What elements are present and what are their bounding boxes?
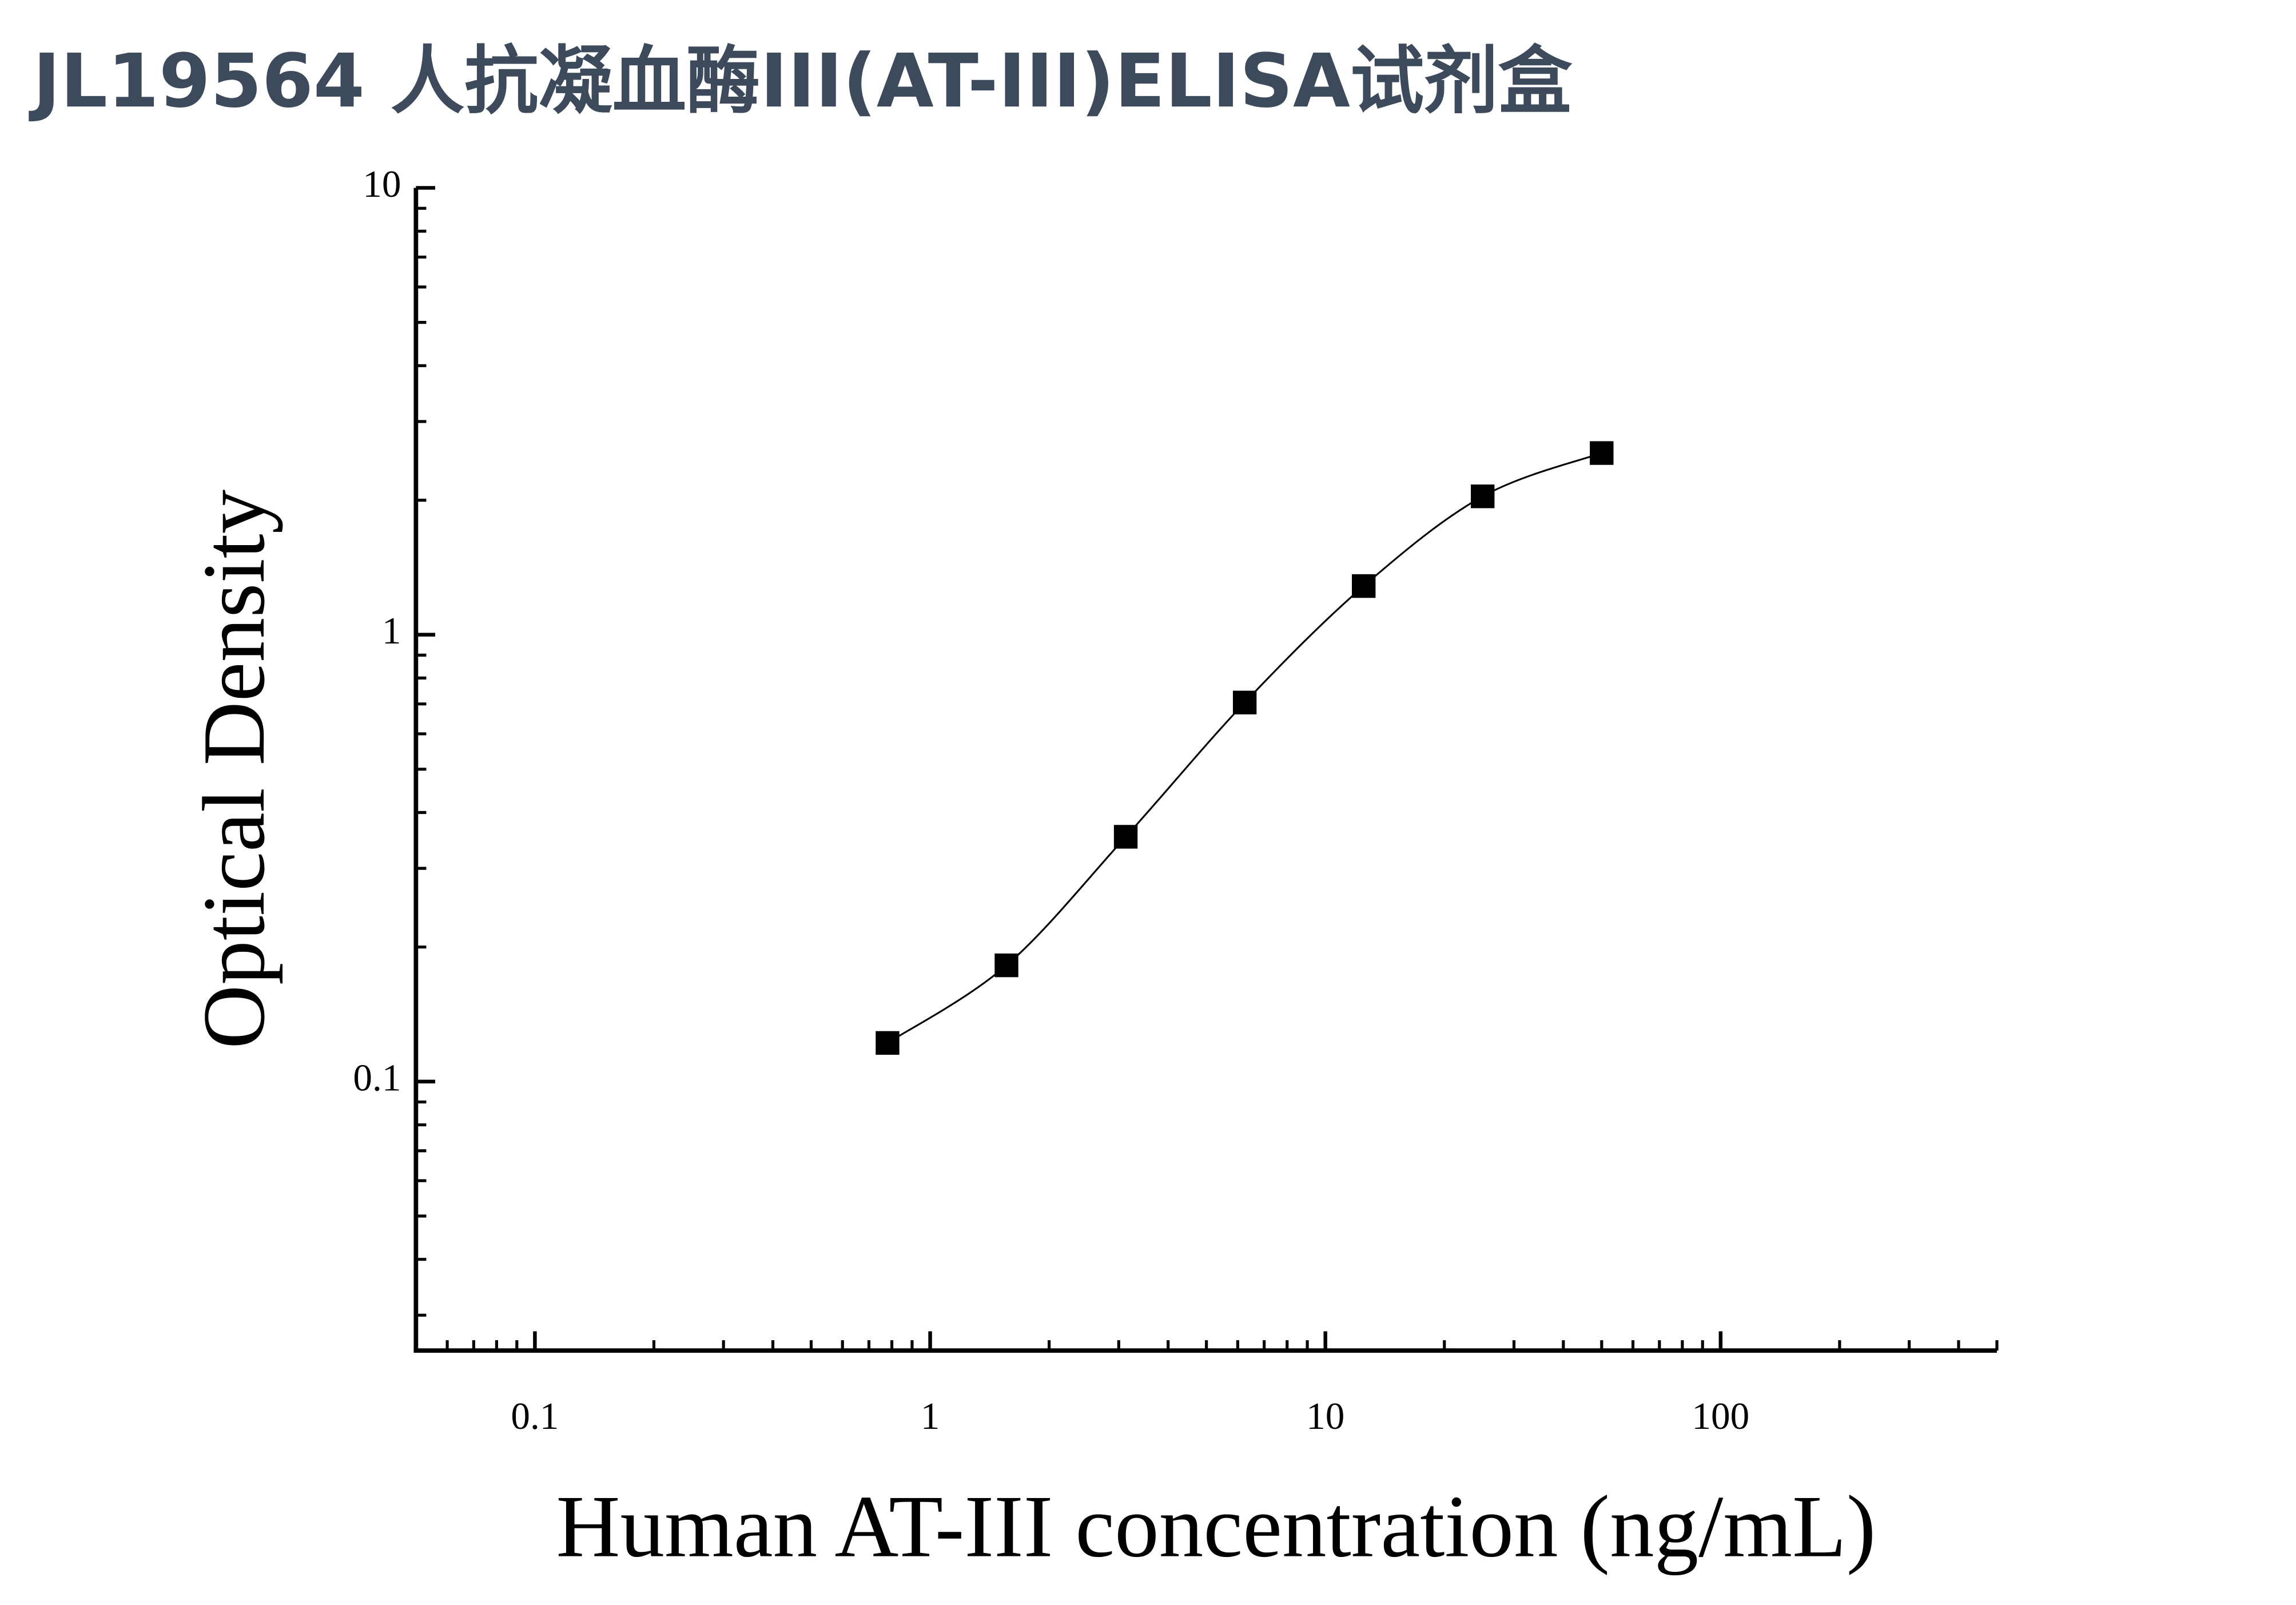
y-tick-label: 10: [363, 162, 401, 205]
chart-title: JL19564 人抗凝血酶III(AT-III)ELISA试剂盒: [29, 38, 1573, 124]
data-point: [1352, 574, 1376, 598]
x-tick-label: 100: [1692, 1395, 1749, 1437]
data-point: [1471, 484, 1495, 508]
y-axis-label: Optical Density: [185, 490, 283, 1049]
data-point: [876, 1031, 900, 1055]
y-tick-label: 1: [382, 609, 401, 652]
x-axis-label: Human AT-III concentration (ng/mL): [556, 1477, 1876, 1576]
x-tick-label: 10: [1306, 1395, 1344, 1437]
data-point: [1113, 825, 1138, 849]
data-point: [1232, 690, 1257, 714]
data-point: [1590, 441, 1614, 465]
data-point: [994, 953, 1018, 978]
y-tick-label: 0.1: [353, 1056, 401, 1099]
x-tick-label: 0.1: [511, 1395, 559, 1437]
x-tick-label: 1: [921, 1395, 940, 1437]
